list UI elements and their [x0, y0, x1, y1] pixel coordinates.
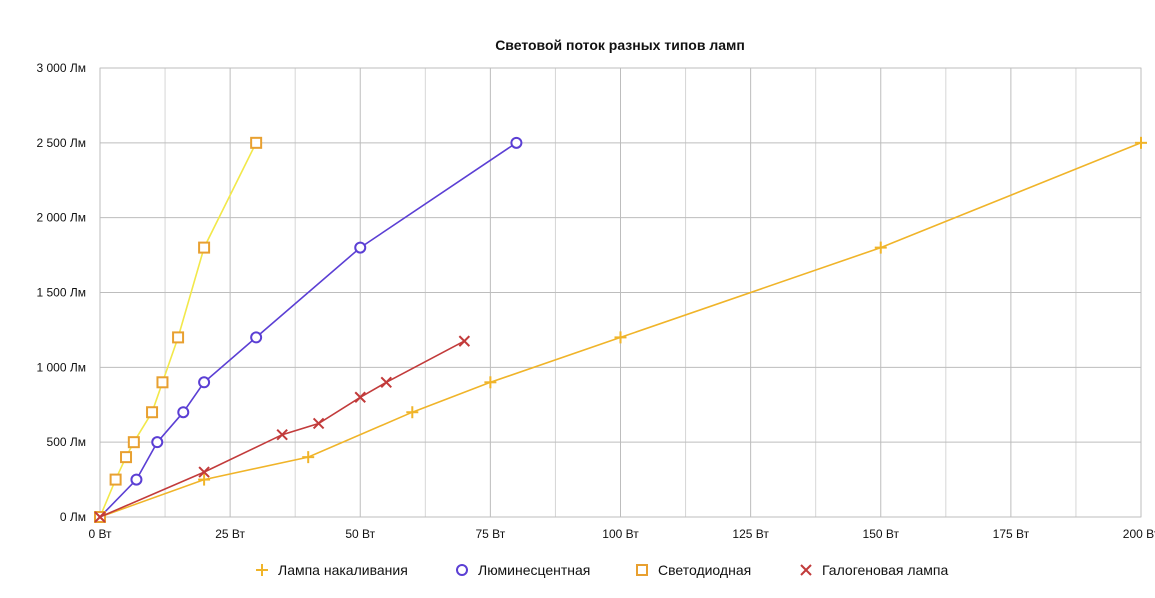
legend-item[interactable]: Галогеновая лампа — [800, 562, 948, 578]
data-point — [198, 376, 211, 389]
legend-label: Люминесцентная — [478, 562, 590, 578]
series-1 — [94, 136, 1147, 523]
legend-marker — [800, 564, 812, 576]
data-point — [127, 436, 140, 449]
data-point — [177, 406, 190, 419]
legend-item[interactable]: Люминесцентная — [456, 562, 590, 578]
y-tick-label: 1 500 Лм — [37, 286, 87, 300]
data-point — [458, 335, 471, 347]
series-group — [94, 136, 1147, 523]
data-point — [109, 473, 122, 486]
legend-label: Лампа накаливания — [278, 562, 408, 578]
legend-marker — [456, 564, 468, 576]
data-point — [354, 391, 366, 403]
data-point — [1135, 136, 1147, 149]
legend-marker — [256, 564, 268, 576]
data-point — [354, 241, 367, 254]
data-point — [302, 451, 315, 464]
x-tick-label: 0 Вт — [88, 527, 112, 541]
x-tick-label: 150 Вт — [863, 527, 900, 541]
chart-title: Световой поток разных типов ламп — [495, 37, 745, 53]
x-tick-label: 50 Вт — [345, 527, 375, 541]
legend-label: Светодиодная — [658, 562, 751, 578]
data-point — [198, 241, 211, 254]
y-axis-ticks: 0 Лм 500 Лм 1 000 Лм 1 500 Лм 2 000 Лм 2 500 … — [37, 61, 87, 524]
data-point — [510, 136, 523, 149]
x-tick-label: 75 Вт — [475, 527, 505, 541]
data-point — [614, 331, 627, 344]
series-3 — [94, 136, 263, 523]
data-point — [312, 417, 325, 430]
data-point — [151, 436, 164, 449]
data-point — [874, 241, 887, 254]
series-2 — [94, 136, 523, 523]
y-tick-label: 0 Лм — [60, 510, 86, 524]
x-tick-label: 100 Вт — [602, 527, 639, 541]
data-point — [94, 511, 106, 523]
y-tick-label: 500 Лм — [47, 435, 86, 449]
x-tick-label: 175 Вт — [993, 527, 1030, 541]
series-4 — [94, 335, 471, 523]
y-tick-label: 3 000 Лм — [37, 61, 87, 75]
series-line — [99, 142, 1142, 518]
x-axis-ticks: 0 Вт 25 Вт 50 Вт 75 Вт 100 Вт 125 Вт 150 Вт 175… — [88, 527, 1155, 541]
x-tick-label: 125 Вт — [732, 527, 769, 541]
data-point — [130, 473, 143, 486]
x-tick-label: 25 Вт — [215, 527, 245, 541]
data-point — [250, 331, 263, 344]
legend-item[interactable]: Лампа накаливания — [256, 562, 408, 578]
legend[interactable]: Лампа накаливания Люминесцентная Светодиод… — [256, 562, 948, 578]
grid — [99, 67, 1142, 518]
y-tick-label: 1 000 Лм — [37, 360, 87, 374]
x-tick-label: 200 Вт — [1123, 527, 1155, 541]
data-point — [172, 331, 185, 344]
data-point — [276, 428, 288, 441]
data-point — [120, 451, 133, 464]
data-point — [484, 376, 497, 389]
data-point — [380, 376, 392, 389]
data-point — [146, 406, 159, 419]
data-point — [198, 466, 210, 478]
data-point — [198, 473, 211, 486]
y-tick-label: 2 500 Лм — [37, 136, 87, 150]
data-point — [156, 376, 169, 389]
legend-label: Галогеновая лампа — [822, 562, 948, 578]
data-point — [250, 136, 263, 149]
data-point — [406, 406, 419, 419]
series-line — [99, 142, 517, 518]
y-tick-label: 2 000 Лм — [37, 211, 87, 225]
legend-marker — [636, 564, 648, 576]
legend-item[interactable]: Светодиодная — [636, 562, 751, 578]
